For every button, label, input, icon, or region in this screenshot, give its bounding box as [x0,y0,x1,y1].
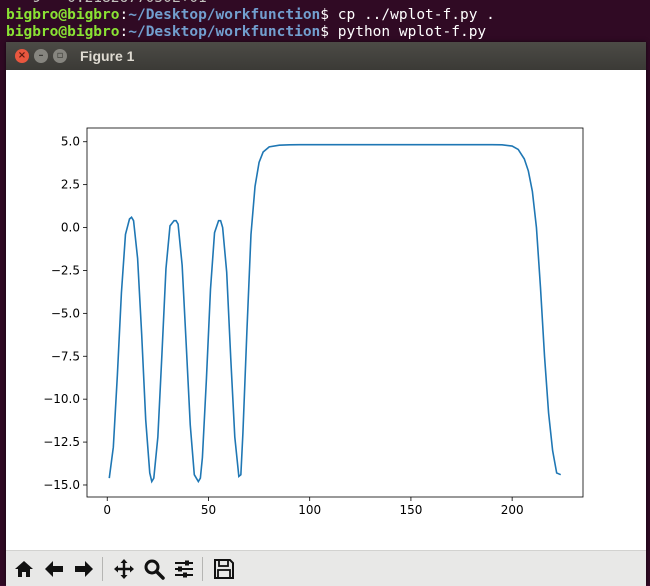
x-tick-label: 150 [399,503,422,517]
pan-icon [114,559,134,579]
x-tick-label: 50 [201,503,216,517]
y-tick-label: −7.5 [51,349,80,363]
plot-frame [86,127,584,498]
zoom-icon [144,559,165,580]
pan-button[interactable] [110,555,138,583]
x-tick-label: 200 [501,503,524,517]
window-maximize-button[interactable]: ▫ [53,49,67,63]
figure-canvas[interactable]: 0 50 100 150 200 5.0 2.5 0.0 −2.5 −5.0 −7.5 −10.0 −… [6,70,646,550]
subplots-button[interactable] [170,555,198,583]
home-button[interactable] [10,555,38,583]
window-titlebar[interactable]: × – ▫ Figure 1 [6,42,646,70]
home-icon [15,561,33,577]
toolbar-separator [102,557,103,581]
window-close-button[interactable]: × [15,49,29,63]
y-tick-label: −10.0 [43,392,80,406]
series-line [108,143,562,484]
back-arrow-icon [45,561,63,577]
y-tick-label: −2.5 [51,263,80,277]
save-icon [214,559,234,579]
forward-arrow-icon [75,561,93,577]
y-axis: 5.0 2.5 0.0 −2.5 −5.0 −7.5 −10.0 −12.5 −15.0 [43,135,87,492]
window-title: Figure 1 [80,48,135,64]
terminal-line-1: bigbro@bigbro:~/Desktop/workfunction$ cp… [6,7,495,23]
subplots-icon [175,560,193,578]
window-minimize-button[interactable]: – [34,49,48,63]
zoom-button[interactable] [140,555,168,583]
y-tick-label: −5.0 [51,306,80,320]
matplotlib-toolbar [6,550,646,586]
y-tick-label: 0.0 [61,221,80,235]
forward-button[interactable] [70,555,98,583]
figure-window: × – ▫ Figure 1 0 50 100 150 200 5.0 2.5 0.0 −2.… [6,42,646,586]
line-chart: 0 50 100 150 200 5.0 2.5 0.0 −2.5 −5.0 −7.5 −10.0 −… [43,127,584,517]
terminal-cut-line: 9 0.2182677050E+01 [6,0,207,7]
y-tick-label: −12.5 [43,435,80,449]
y-tick-label: 5.0 [61,135,80,149]
y-tick-label: 2.5 [61,178,80,192]
x-tick-label: 0 [103,503,111,517]
back-button[interactable] [40,555,68,583]
toolbar-separator [202,557,203,581]
y-tick-label: −15.0 [43,478,80,492]
save-button[interactable] [210,555,238,583]
x-tick-label: 100 [298,503,321,517]
x-axis: 0 50 100 150 200 [103,497,524,517]
terminal-line-2: bigbro@bigbro:~/Desktop/workfunction$ py… [6,24,487,40]
